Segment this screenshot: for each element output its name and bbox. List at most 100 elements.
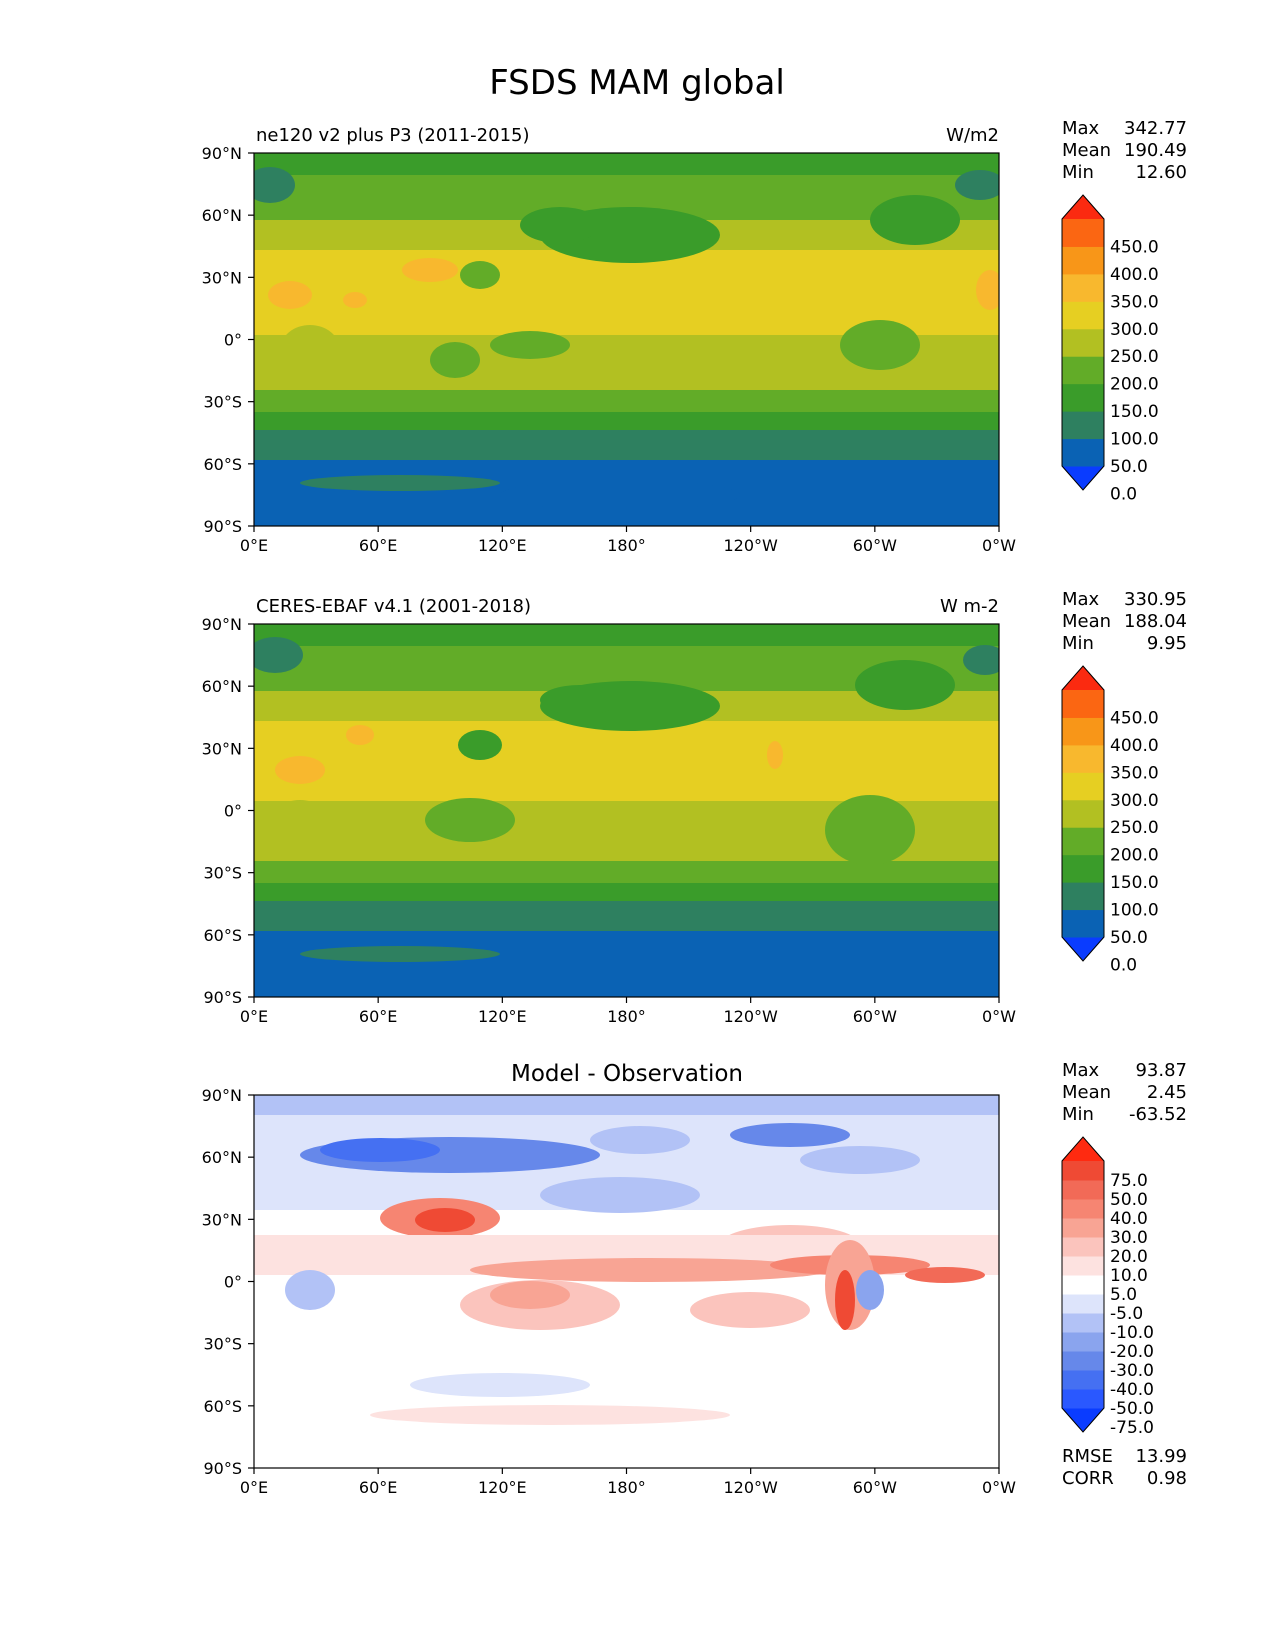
obs-stat-max-value: 330.95 bbox=[1124, 589, 1187, 610]
lon-tick-label: 60°E bbox=[359, 1478, 397, 1497]
lon-tick-label: 120°E bbox=[478, 1478, 527, 1497]
colorbar-label: -75.0 bbox=[1110, 1418, 1154, 1438]
diff-corr-value: 0.98 bbox=[1147, 1468, 1187, 1489]
colorbar-label: -20.0 bbox=[1110, 1342, 1154, 1362]
colorbar-swatch bbox=[1062, 854, 1104, 883]
colorbar-swatch bbox=[1062, 1237, 1104, 1257]
panel-obs-title: CERES-EBAF v4.1 (2001-2018) bbox=[256, 596, 531, 617]
lon-tick-label: 180° bbox=[607, 536, 646, 555]
diff-corr-label: CORR bbox=[1062, 1468, 1114, 1489]
colorbar-label: -50.0 bbox=[1110, 1399, 1154, 1419]
panel-obs-units: W m-2 bbox=[940, 596, 999, 617]
colorbar-swatch bbox=[1062, 690, 1104, 718]
lat-tick-label: 60°N bbox=[202, 1148, 242, 1167]
obs-map bbox=[254, 624, 999, 997]
lat-tick-label: 90°N bbox=[202, 144, 242, 163]
colorbar-label: -40.0 bbox=[1110, 1380, 1154, 1400]
colorbar-label: 150.0 bbox=[1110, 402, 1159, 422]
diff-stats: Max 93.87 Mean 2.45 Min -63.52 bbox=[1062, 1060, 1187, 1125]
model-colorbar: 450.0 400.0 350.0 300.0 250.0 200.0 150.0 100.0… bbox=[1061, 194, 1159, 504]
diff-stat-mean-value: 2.45 bbox=[1147, 1082, 1187, 1103]
obs-stat-mean-label: Mean bbox=[1062, 611, 1111, 632]
lon-tick-label: 120°W bbox=[723, 536, 778, 555]
colorbar-extend-low bbox=[1062, 1408, 1104, 1432]
colorbar-label: 0.0 bbox=[1110, 484, 1137, 504]
colorbar-label: 100.0 bbox=[1110, 901, 1159, 921]
lon-tick-label: 120°W bbox=[723, 1478, 778, 1497]
colorbar-swatch bbox=[1062, 1161, 1104, 1181]
model-stat-mean-value: 190.49 bbox=[1124, 140, 1187, 161]
lat-tick-label: 0° bbox=[224, 331, 242, 350]
lat-tick-label: 60°N bbox=[202, 206, 242, 225]
colorbar-swatch bbox=[1062, 1351, 1104, 1371]
lon-tick-label: 60°W bbox=[853, 1478, 897, 1497]
diff-stat-mean-label: Mean bbox=[1062, 1082, 1111, 1103]
colorbar-label: -5.0 bbox=[1110, 1304, 1143, 1324]
colorbar-swatch bbox=[1062, 1370, 1104, 1390]
lon-tick-label: 120°E bbox=[478, 1007, 527, 1026]
lat-tick-label: 60°S bbox=[203, 1397, 242, 1416]
diff-stat-min-value: -63.52 bbox=[1129, 1104, 1187, 1125]
colorbar-extend-high bbox=[1062, 666, 1104, 690]
panel-model-title: ne120 v2 plus P3 (2011-2015) bbox=[256, 125, 530, 146]
colorbar-label: 0.0 bbox=[1110, 955, 1137, 975]
colorbar-swatch bbox=[1062, 799, 1104, 828]
diff-colorbar: 75.050.040.030.020.010.05.0-5.0-10.0-20.… bbox=[1061, 1136, 1154, 1438]
obs-stats: Max 330.95 Mean 188.04 Min 9.95 bbox=[1062, 589, 1187, 654]
panel-obs: CERES-EBAF v4.1 (2001-2018) W m-2 bbox=[202, 589, 1187, 1026]
colorbar-swatch bbox=[1062, 1313, 1104, 1333]
colorbar-label: 300.0 bbox=[1110, 791, 1159, 811]
figure-title: FSDS MAM global bbox=[489, 63, 785, 103]
model-stat-min-value: 12.60 bbox=[1135, 162, 1187, 183]
colorbar-extend-low bbox=[1062, 466, 1104, 490]
lat-tick-label: 90°S bbox=[203, 988, 242, 1007]
colorbar-label: -30.0 bbox=[1110, 1361, 1154, 1381]
model-stat-max-label: Max bbox=[1062, 118, 1100, 139]
colorbar-swatch bbox=[1062, 827, 1104, 856]
colorbar-swatch bbox=[1062, 273, 1104, 302]
colorbar-label: 300.0 bbox=[1110, 320, 1159, 340]
colorbar-swatch bbox=[1062, 1389, 1104, 1409]
lat-tick-label: 30°N bbox=[202, 739, 242, 758]
colorbar-swatch bbox=[1062, 246, 1104, 275]
lat-tick-label: 60°N bbox=[202, 677, 242, 696]
lon-tick-label: 60°E bbox=[359, 1007, 397, 1026]
panel-diff-title: Model - Observation bbox=[511, 1061, 743, 1087]
lat-tick-label: 30°N bbox=[202, 268, 242, 287]
colorbar-label: 50.0 bbox=[1110, 928, 1148, 948]
obs-colorbar: 450.0 400.0 350.0 300.0 250.0 200.0 150.0 100.0… bbox=[1061, 665, 1159, 975]
colorbar-swatch bbox=[1062, 411, 1104, 440]
lon-tick-label: 180° bbox=[607, 1007, 646, 1026]
model-stat-min-label: Min bbox=[1062, 162, 1094, 183]
obs-stat-max-label: Max bbox=[1062, 589, 1100, 610]
lon-tick-label: 120°W bbox=[723, 1007, 778, 1026]
colorbar-swatch bbox=[1062, 909, 1104, 938]
obs-stat-min-label: Min bbox=[1062, 633, 1094, 654]
lat-tick-label: 90°N bbox=[202, 615, 242, 634]
diff-stat-min-label: Min bbox=[1062, 1104, 1094, 1125]
lat-tick-label: 30°S bbox=[203, 1335, 242, 1354]
colorbar-label: 450.0 bbox=[1110, 708, 1159, 728]
colorbar-label: -10.0 bbox=[1110, 1323, 1154, 1343]
obs-stat-mean-value: 188.04 bbox=[1124, 611, 1187, 632]
colorbar-swatch bbox=[1062, 383, 1104, 412]
colorbar-swatch bbox=[1062, 1332, 1104, 1352]
lat-tick-label: 0° bbox=[224, 802, 242, 821]
lon-tick-label: 0°W bbox=[982, 1007, 1016, 1026]
colorbar-swatch bbox=[1062, 1180, 1104, 1200]
model-axis-ticks: 0°E 60°E 120°E 180° 120°W 60°W 0°W 90°N 60°N 30°N… bbox=[202, 144, 1017, 555]
lon-tick-label: 60°E bbox=[359, 536, 397, 555]
colorbar-label: 50.0 bbox=[1110, 457, 1148, 477]
lon-tick-label: 60°W bbox=[853, 536, 897, 555]
colorbar-label: 350.0 bbox=[1110, 763, 1159, 783]
colorbar-swatch bbox=[1062, 1199, 1104, 1219]
colorbar-extend-high bbox=[1062, 195, 1104, 219]
colorbar-outline bbox=[1061, 665, 1105, 962]
colorbar-swatch bbox=[1062, 1218, 1104, 1238]
diff-stat-max-value: 93.87 bbox=[1135, 1060, 1187, 1081]
colorbar-label: 40.0 bbox=[1110, 1209, 1148, 1229]
colorbar-swatch bbox=[1062, 1294, 1104, 1314]
colorbar-swatch bbox=[1062, 744, 1104, 773]
colorbar-extend-low bbox=[1062, 937, 1104, 961]
colorbar-swatch bbox=[1062, 301, 1104, 330]
